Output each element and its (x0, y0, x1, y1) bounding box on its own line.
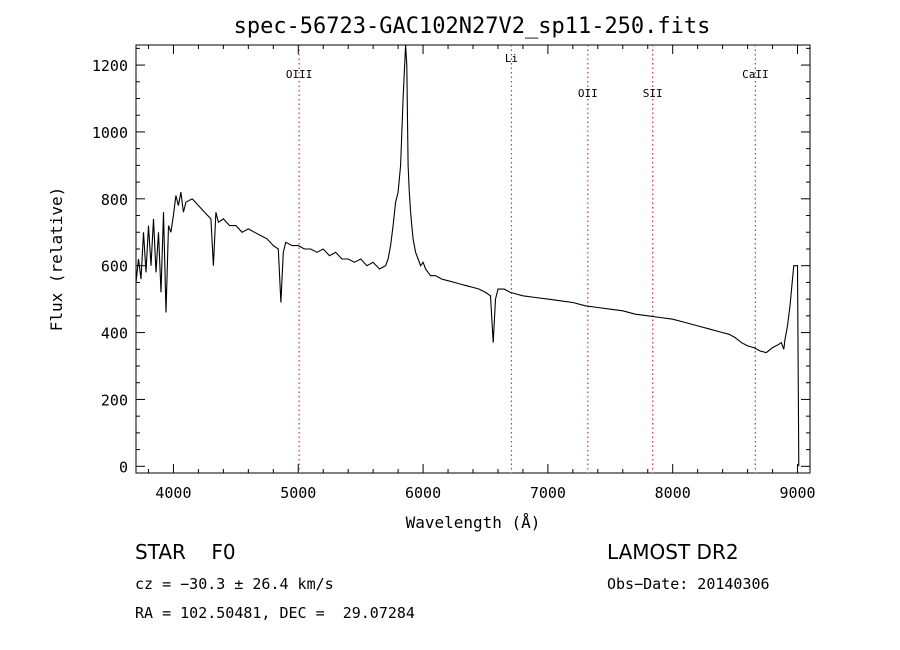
line-label-li: Li (505, 52, 518, 65)
x-tick-label: 5000 (280, 484, 316, 502)
y-tick-label: 0 (119, 458, 128, 476)
y-tick-label: 1200 (92, 57, 128, 75)
y-tick-label: 200 (101, 391, 128, 409)
chart-title: spec-56723-GAC102N27V2_sp11-250.fits (234, 14, 711, 39)
redshift-label: cz = −30.3 ± 26.4 km/s (135, 575, 334, 593)
line-label-oiii: OIII (286, 68, 313, 81)
emission-line-markers: OIII Li OII SII CaII (286, 45, 769, 473)
survey-label: LAMOST DR2 (607, 540, 739, 564)
y-axis-ticks: 0 200 400 600 800 1000 1200 (92, 48, 810, 476)
line-label-sii: SII (643, 87, 663, 100)
x-tick-label: 8000 (655, 484, 691, 502)
x-tick-label: 4000 (155, 484, 191, 502)
object-class: STAR F0 (135, 540, 236, 564)
plot-frame (136, 45, 810, 473)
x-axis-ticks: 4000 5000 6000 7000 8000 9000 (148, 45, 815, 502)
y-tick-label: 400 (101, 325, 128, 343)
line-label-caii: CaII (742, 68, 769, 81)
y-tick-label: 600 (101, 258, 128, 276)
coordinates-label: RA = 102.50481, DEC = 29.07284 (135, 604, 415, 622)
y-tick-label: 800 (101, 191, 128, 209)
obs-date-label: Obs−Date: 20140306 (607, 575, 770, 593)
y-tick-label: 1000 (92, 124, 128, 142)
y-axis-label: Flux (relative) (47, 187, 66, 332)
x-tick-label: 9000 (779, 484, 815, 502)
spectrum-line (136, 45, 799, 466)
x-axis-label: Wavelength (Å) (406, 513, 541, 532)
x-tick-label: 7000 (530, 484, 566, 502)
x-tick-label: 6000 (405, 484, 441, 502)
line-label-oii: OII (578, 87, 598, 100)
